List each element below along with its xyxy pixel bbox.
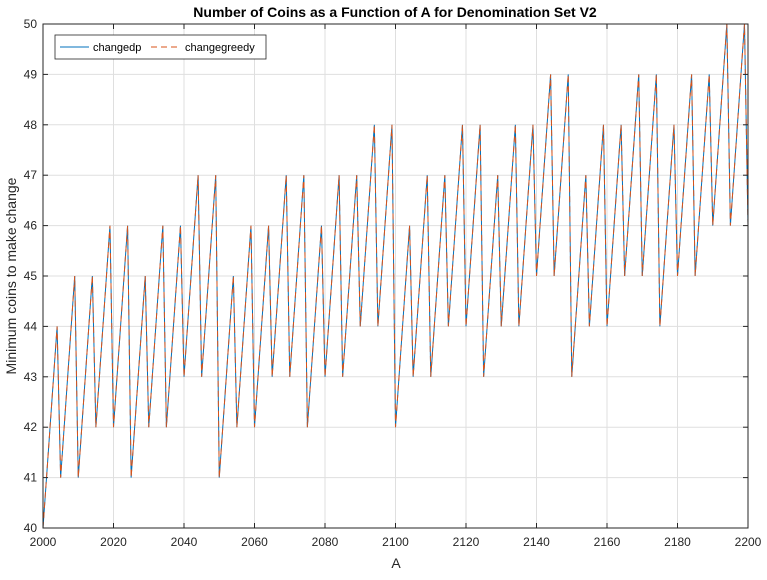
y-tick-label: 48 [24,118,38,132]
x-tick-label: 2080 [312,535,339,549]
y-tick-label: 41 [24,471,38,485]
legend-box [54,34,267,60]
x-tick-label: 2160 [594,535,621,549]
axis-ticks: 2000 2020 2040 2060 2080 2100 2120 2140 2160 2180… [24,17,762,549]
series-group [42,23,749,529]
y-tick-label: 40 [24,521,38,535]
x-tick-label: 2120 [453,535,480,549]
chart-title: Number of Coins as a Function of A for D… [193,4,597,20]
y-tick-label: 44 [24,319,38,333]
y-tick-label: 49 [24,67,38,81]
y-tick-label: 45 [24,269,38,283]
x-tick-label: 2020 [100,535,127,549]
y-tick-label: 42 [24,420,38,434]
x-tick-label: 2140 [523,535,550,549]
y-tick-label: 50 [24,17,38,31]
x-tick-label: 2180 [664,535,691,549]
y-tick-label: 47 [24,168,38,182]
y-tick-label: 43 [24,370,38,384]
legend: changedp changegreedy [54,34,267,60]
legend-label-changegreedy: changegreedy [185,42,255,54]
x-axis-title: A [391,555,401,571]
series-line-changegreedy [42,23,749,529]
y-tick-label: 46 [24,219,38,233]
x-tick-label: 2040 [171,535,198,549]
y-axis-title: Minimum coins to make change [3,177,19,374]
legend-label-changedp: changedp [93,42,141,54]
x-tick-label: 2200 [735,535,762,549]
x-tick-label: 2000 [30,535,57,549]
x-tick-label: 2100 [382,535,409,549]
x-tick-label: 2060 [241,535,268,549]
